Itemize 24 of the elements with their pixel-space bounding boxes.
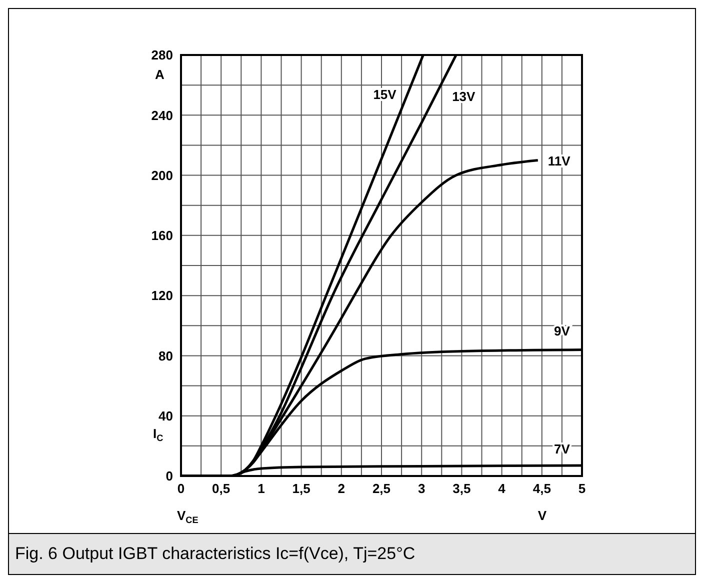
x-tick-label: 1: [258, 481, 265, 496]
y-tick-label: 160: [151, 228, 173, 244]
x-tick-label: 2,5: [372, 481, 391, 496]
y-tick-label: 40: [158, 408, 173, 424]
x-axis-title: V$_{CE}$: [177, 508, 198, 525]
text: V: [538, 508, 547, 523]
x-tick-label: 3,5: [452, 481, 471, 496]
y-tick-label: 200: [151, 168, 173, 183]
x-tick-label: 0,5: [212, 481, 230, 496]
x-tick-label: 3: [418, 481, 426, 496]
y-tick-label: 280: [151, 48, 173, 63]
x-tick-label: 2: [338, 481, 346, 496]
x-tick-label: 0: [177, 481, 185, 496]
x-tick-label: 4: [498, 481, 506, 496]
y-tick-label: 120: [151, 288, 173, 304]
x-tick-label: 5: [578, 481, 586, 496]
y-tick-label: 0: [166, 468, 173, 484]
text: Fig. 6 Output IGBT characteristics Ic=f(Vce), Tj=25°C: [9, 533, 695, 574]
x-tick-label: 4,5: [532, 481, 551, 496]
text: A: [155, 67, 165, 82]
y-tick-label: 240: [151, 108, 173, 123]
x-tick-label: 1,5: [292, 481, 310, 496]
y-axis-title: I$_{C}$: [153, 426, 164, 443]
y-tick-label: 80: [158, 348, 173, 364]
